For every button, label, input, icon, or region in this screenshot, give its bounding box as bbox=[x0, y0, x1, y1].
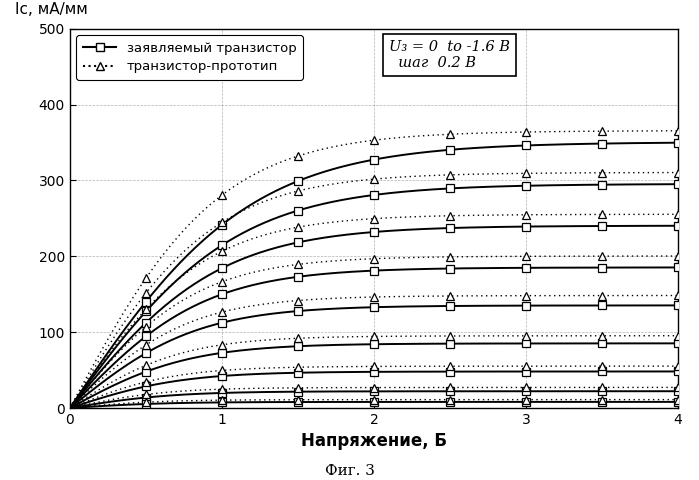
Text: U₃ = 0  to -1.6 B
  шаг  0.2 B: U₃ = 0 to -1.6 B шаг 0.2 B bbox=[389, 40, 510, 71]
Legend: заявляемый транзистор, транзистор-прототип: заявляемый транзистор, транзистор-протот… bbox=[76, 36, 303, 80]
Text: Ic, мА/мм: Ic, мА/мм bbox=[15, 2, 88, 17]
X-axis label: Напряжение, Б: Напряжение, Б bbox=[301, 432, 447, 450]
Text: Фиг. 3: Фиг. 3 bbox=[324, 464, 375, 478]
